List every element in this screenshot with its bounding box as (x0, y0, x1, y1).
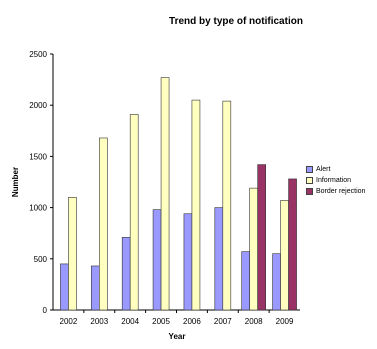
bar-alert-2007 (214, 207, 224, 311)
legend-swatch-alert (306, 166, 313, 173)
legend-swatch-information (306, 177, 313, 184)
bar-information-2003 (99, 137, 108, 311)
x-tick-label: 2007 (214, 317, 232, 326)
legend-label-border-rejection: Border rejection (316, 188, 366, 195)
bar-alert-2002 (60, 263, 69, 311)
x-tick-label: 2003 (90, 317, 108, 326)
x-tick-label: 2004 (121, 317, 139, 326)
y-axis-label: Number (11, 167, 20, 197)
bar-alert-2008 (241, 251, 250, 311)
x-tick-label: 2002 (60, 317, 78, 326)
bar-alert-2004 (121, 236, 131, 311)
bar-border-rejection-2009 (288, 178, 297, 311)
legend-swatch-border-rejection (306, 188, 313, 195)
legend: Alert Information Border rejection (306, 164, 365, 197)
bar-alert-2009 (272, 253, 281, 311)
chart-title: Trend by type of notification (169, 16, 303, 27)
bar-alert-2005 (152, 209, 162, 311)
y-tick-label: 1500 (29, 152, 47, 161)
bar-information-2007 (222, 100, 232, 311)
legend-item-alert: Alert (306, 164, 365, 175)
bar-information-2002 (68, 197, 77, 311)
bar-border-rejection-2008 (257, 164, 266, 311)
bar-information-2004 (129, 114, 139, 311)
legend-item-information: Information (306, 175, 365, 186)
y-tick-label: 500 (34, 255, 48, 264)
legend-label-information: Information (316, 177, 352, 184)
x-tick-label: 2005 (152, 317, 170, 326)
x-tick-label: 2009 (276, 317, 294, 326)
y-tick-label: 0 (43, 306, 48, 315)
bar-information-2006 (191, 99, 201, 311)
y-tick-label: 2500 (29, 50, 47, 59)
legend-item-border-rejection: Border rejection (306, 186, 365, 197)
y-tick-label: 1000 (29, 204, 47, 213)
bar-information-2009 (280, 200, 289, 311)
x-axis-label: Year (169, 332, 186, 341)
bar-information-2008 (249, 187, 258, 311)
x-tick-label: 2008 (245, 317, 263, 326)
legend-label-alert: Alert (316, 166, 331, 173)
y-tick-label: 2000 (29, 101, 47, 110)
bar-information-2005 (160, 77, 170, 311)
bar-alert-2006 (183, 213, 193, 311)
x-tick-label: 2006 (183, 317, 201, 326)
bar-alert-2003 (91, 265, 100, 311)
